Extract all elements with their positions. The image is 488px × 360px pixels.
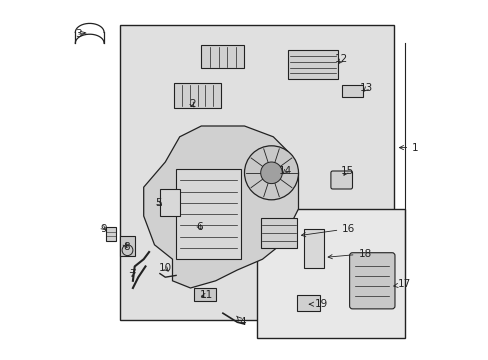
Text: 6: 6 (196, 222, 203, 232)
Circle shape (260, 162, 282, 184)
Bar (287, 50, 337, 79)
Text: 7: 7 (129, 269, 136, 279)
Text: 4: 4 (236, 316, 245, 327)
Text: 10: 10 (159, 263, 171, 273)
Bar (257, 209, 404, 338)
Text: 14: 14 (279, 166, 292, 176)
Bar (120, 236, 134, 256)
Text: 13: 13 (360, 83, 373, 93)
Circle shape (244, 146, 298, 200)
Bar (303, 229, 323, 268)
Bar (296, 295, 320, 311)
Text: 19: 19 (309, 299, 328, 309)
Text: 17: 17 (393, 279, 410, 289)
Text: 15: 15 (340, 166, 353, 176)
Text: 12: 12 (334, 54, 347, 64)
Bar (120, 25, 393, 320)
Bar (174, 83, 221, 108)
Text: 1: 1 (399, 143, 418, 153)
Text: 5: 5 (155, 198, 162, 208)
Text: 3: 3 (75, 29, 85, 39)
Text: 18: 18 (327, 249, 371, 259)
Bar (201, 45, 244, 68)
FancyBboxPatch shape (330, 171, 352, 189)
Text: 8: 8 (123, 242, 129, 252)
Bar (194, 288, 215, 301)
Text: 16: 16 (301, 224, 355, 237)
FancyBboxPatch shape (349, 253, 394, 309)
Text: 9: 9 (101, 224, 107, 234)
Bar (176, 169, 241, 259)
Text: 2: 2 (188, 99, 195, 109)
Bar (160, 189, 179, 216)
Bar (106, 227, 116, 241)
Bar (260, 218, 296, 248)
Polygon shape (143, 126, 298, 288)
Bar (341, 85, 363, 97)
Text: 11: 11 (200, 290, 213, 300)
